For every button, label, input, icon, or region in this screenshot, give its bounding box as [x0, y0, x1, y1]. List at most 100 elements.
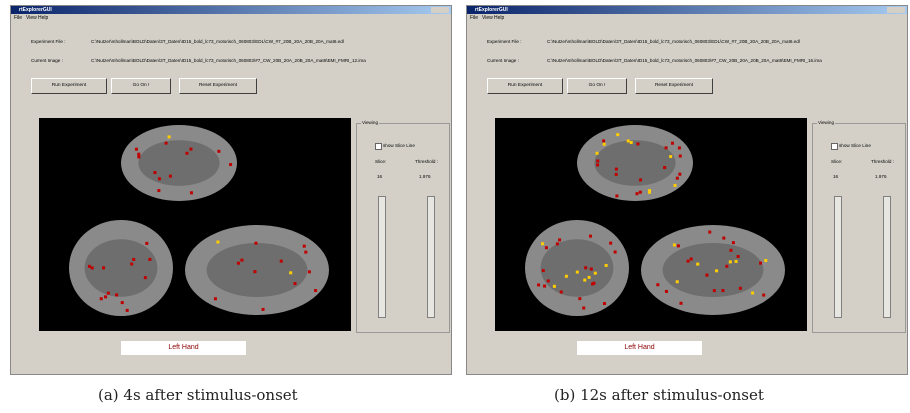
activation-voxel — [676, 280, 679, 283]
file-path: C:\Nutzer\mhollman\BOLD\Daten\3T_Daten\I… — [547, 58, 822, 63]
field-label: Experiment File : — [31, 39, 65, 44]
activation-voxel — [254, 242, 257, 245]
window-title: rtExplorerGUI — [11, 6, 451, 14]
activation-voxel — [165, 142, 168, 145]
activation-voxel — [584, 266, 587, 269]
slice-slider[interactable] — [378, 196, 386, 318]
threshold-slider[interactable] — [427, 196, 435, 318]
button[interactable]: Go On ! — [567, 78, 627, 94]
activation-voxel — [217, 150, 220, 153]
activation-voxel — [148, 258, 151, 261]
activation-voxel — [721, 289, 724, 292]
checkbox-label: show Slice Line — [839, 143, 871, 148]
file-path: C:\Nutzer\mhollman\BOLD\Daten\3T_Daten\I… — [91, 58, 366, 63]
brain-view — [39, 118, 351, 331]
activation-voxel — [615, 173, 618, 176]
activation-voxel — [583, 279, 586, 282]
activation-voxel — [565, 275, 568, 278]
activation-voxel — [137, 153, 140, 156]
activation-voxel — [262, 308, 265, 311]
activation-voxel — [708, 231, 711, 234]
menu-item[interactable]: View — [482, 15, 493, 21]
activation-voxel — [627, 139, 630, 142]
button[interactable]: Run Experiment — [487, 78, 563, 94]
activation-voxel — [547, 279, 550, 282]
brain-texture — [541, 239, 614, 297]
menu-item[interactable]: File — [14, 15, 22, 21]
activation-voxel — [603, 302, 606, 305]
field-label: Current Image : — [31, 58, 63, 63]
button[interactable]: Reset Experiment — [179, 78, 257, 94]
menu-item[interactable]: Help — [38, 15, 48, 21]
file-path: C:\Nutzer\mhollman\BOLD\Daten\3T_Daten\I… — [547, 39, 800, 44]
activation-voxel — [135, 148, 138, 151]
activation-voxel — [596, 160, 599, 163]
activation-voxel — [603, 143, 606, 146]
activation-voxel — [679, 302, 682, 305]
slice-slider[interactable] — [834, 196, 842, 318]
activation-voxel — [189, 148, 192, 151]
activation-voxel — [725, 265, 728, 268]
activation-voxel — [560, 290, 563, 293]
activation-voxel — [616, 133, 619, 136]
activation-voxel — [656, 283, 659, 286]
activation-voxel — [157, 189, 160, 192]
file-path: C:\Nutzer\mhollman\BOLD\Daten\3T_Daten\I… — [91, 39, 344, 44]
activation-voxel — [615, 168, 618, 171]
activation-voxel — [751, 291, 754, 294]
checkbox[interactable] — [831, 143, 838, 150]
activation-voxel — [216, 241, 219, 244]
threshold-value: 1.976 — [419, 174, 431, 179]
caption: (a) 4s after stimulus-onset — [98, 386, 298, 404]
menu-item[interactable]: View — [26, 15, 37, 21]
threshold-value: 1.976 — [875, 174, 887, 179]
activation-voxel — [104, 295, 107, 298]
brain-texture — [663, 243, 764, 297]
brain-image — [495, 118, 807, 331]
activation-voxel — [190, 191, 193, 194]
field-label: Current Image : — [487, 58, 519, 63]
field-label: Experiment File : — [487, 39, 521, 44]
checkbox[interactable] — [375, 143, 382, 150]
activation-voxel — [687, 260, 690, 263]
brain-view — [495, 118, 807, 331]
activation-voxel — [145, 242, 148, 245]
activation-voxel — [592, 282, 595, 285]
condition-label: Left Hand — [577, 341, 702, 355]
window-title: rtExplorerGUI — [467, 6, 907, 14]
button[interactable]: Go On ! — [111, 78, 171, 94]
activation-voxel — [735, 260, 738, 263]
threshold-slider[interactable] — [883, 196, 891, 318]
activation-voxel — [639, 178, 642, 181]
activation-voxel — [614, 251, 617, 254]
activation-voxel — [639, 191, 642, 194]
activation-voxel — [132, 258, 135, 261]
group-label: Viewing — [361, 120, 379, 125]
activation-voxel — [673, 243, 676, 246]
menu-item[interactable]: Help — [494, 15, 504, 21]
activation-voxel — [130, 263, 133, 266]
figure: rtExplorerGUIFileViewHelpExperiment File… — [0, 0, 910, 413]
button[interactable]: Reset Experiment — [635, 78, 713, 94]
activation-voxel — [293, 282, 296, 285]
activation-voxel — [107, 292, 110, 295]
activation-voxel — [308, 270, 311, 273]
activation-voxel — [715, 269, 718, 272]
activation-voxel — [590, 268, 593, 271]
slice-value: 16 — [833, 174, 838, 179]
menu-item[interactable]: File — [470, 15, 478, 21]
activation-voxel — [679, 155, 682, 158]
activation-voxel — [759, 262, 762, 265]
activation-voxel — [144, 276, 147, 279]
activation-voxel — [314, 289, 317, 292]
activation-voxel — [696, 263, 699, 266]
window-controls — [431, 7, 449, 13]
activation-voxel — [541, 242, 544, 245]
activation-voxel — [542, 269, 545, 272]
button[interactable]: Run Experiment — [31, 78, 107, 94]
activation-voxel — [100, 297, 103, 300]
activation-voxel — [609, 242, 612, 245]
activation-voxel — [589, 235, 592, 238]
